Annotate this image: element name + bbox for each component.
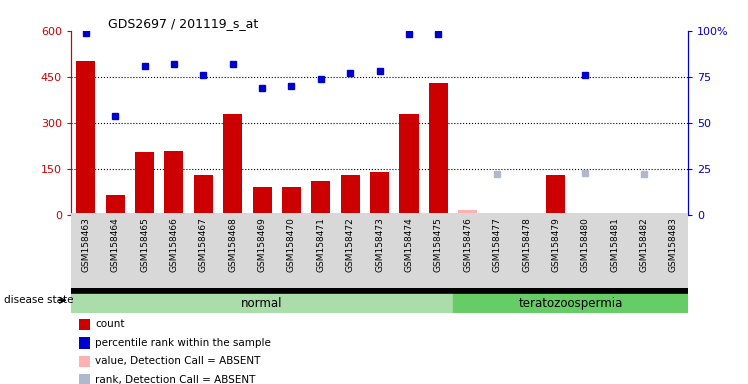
Text: GSM158470: GSM158470 bbox=[287, 217, 296, 272]
Text: GSM158480: GSM158480 bbox=[580, 217, 590, 272]
Bar bbox=[664, 214, 683, 215]
Bar bbox=[340, 175, 360, 215]
Bar bbox=[370, 172, 389, 215]
Text: GSM158478: GSM158478 bbox=[522, 217, 531, 272]
Bar bbox=[105, 195, 125, 215]
Text: GSM158475: GSM158475 bbox=[434, 217, 443, 272]
Bar bbox=[71, 288, 688, 294]
Text: GSM158466: GSM158466 bbox=[169, 217, 179, 272]
Bar bbox=[517, 214, 536, 215]
Text: GSM158472: GSM158472 bbox=[346, 217, 355, 272]
Text: GSM158481: GSM158481 bbox=[610, 217, 619, 272]
Bar bbox=[282, 187, 301, 215]
Bar bbox=[311, 181, 331, 215]
Bar bbox=[194, 175, 213, 215]
Text: GSM158473: GSM158473 bbox=[375, 217, 384, 272]
Text: GSM158483: GSM158483 bbox=[669, 217, 678, 272]
Text: GSM158468: GSM158468 bbox=[228, 217, 237, 272]
Text: GSM158465: GSM158465 bbox=[140, 217, 149, 272]
Bar bbox=[399, 114, 419, 215]
Text: GDS2697 / 201119_s_at: GDS2697 / 201119_s_at bbox=[108, 17, 259, 30]
Text: disease state: disease state bbox=[4, 295, 73, 305]
Bar bbox=[253, 187, 272, 215]
Text: GSM158482: GSM158482 bbox=[640, 217, 649, 272]
Bar bbox=[546, 175, 565, 215]
Text: percentile rank within the sample: percentile rank within the sample bbox=[95, 338, 271, 348]
Bar bbox=[135, 152, 154, 215]
Bar bbox=[429, 83, 448, 215]
Text: GSM158479: GSM158479 bbox=[551, 217, 560, 272]
Bar bbox=[576, 214, 595, 215]
Text: value, Detection Call = ABSENT: value, Detection Call = ABSENT bbox=[95, 356, 260, 366]
Bar bbox=[459, 210, 477, 215]
Text: GSM158477: GSM158477 bbox=[493, 217, 502, 272]
Bar bbox=[634, 214, 654, 215]
Text: GSM158474: GSM158474 bbox=[405, 217, 414, 272]
Bar bbox=[223, 114, 242, 215]
Text: GSM158467: GSM158467 bbox=[199, 217, 208, 272]
Bar bbox=[459, 212, 477, 215]
Text: GSM158469: GSM158469 bbox=[257, 217, 266, 272]
Text: GSM158464: GSM158464 bbox=[111, 217, 120, 272]
Text: rank, Detection Call = ABSENT: rank, Detection Call = ABSENT bbox=[95, 375, 255, 384]
Text: count: count bbox=[95, 319, 124, 329]
Text: GSM158476: GSM158476 bbox=[463, 217, 472, 272]
Bar bbox=[453, 294, 703, 313]
Bar bbox=[71, 294, 453, 313]
Bar bbox=[165, 151, 183, 215]
Text: normal: normal bbox=[242, 297, 283, 310]
Text: teratozoospermia: teratozoospermia bbox=[518, 297, 623, 310]
Bar bbox=[605, 214, 625, 215]
Text: GSM158463: GSM158463 bbox=[82, 217, 91, 272]
Bar bbox=[76, 61, 95, 215]
Text: GSM158471: GSM158471 bbox=[316, 217, 325, 272]
Bar bbox=[488, 214, 506, 215]
